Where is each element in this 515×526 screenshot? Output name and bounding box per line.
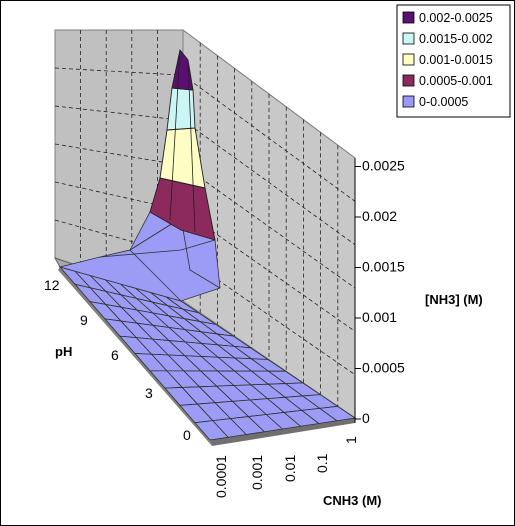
wall-gridline [182,165,356,289]
y-tick-label: 6 [111,347,119,363]
y-tick-label: 3 [145,385,153,401]
peak-line [169,49,181,221]
x-tick-label: 1 [343,436,359,444]
legend-label: 0-0.0005 [419,95,468,109]
z-tick-label: 0.001 [362,309,397,325]
floor-edge-left [58,267,212,446]
wall-gridline [182,120,356,245]
legend-swatch [402,11,415,24]
z-tick-label: 0 [362,410,370,426]
y-axis-title: pH [55,344,72,359]
x-tick-label: 0.0001 [213,455,229,498]
x-axis-title: CNH3 (M) [323,493,382,508]
z-tick-label: 0.0005 [362,360,405,376]
legend-swatch [402,95,415,108]
surface-peak [149,48,216,241]
wall-gridline [54,181,184,212]
wall-gridline [54,143,184,166]
legend-box [396,4,511,118]
floor-edge [210,418,355,446]
legend: 0.002-0.0025 0.0015-0.002 0.001-0.0015 0.00… [396,4,511,118]
legend-label: 0.002-0.0025 [419,11,493,25]
surface-mesh [58,204,357,441]
peak-line [187,59,196,233]
legend-label: 0.0005-0.001 [419,74,493,88]
x-tick-label: 0.001 [249,455,265,490]
wall-gridlines [54,30,356,407]
wall-gridline [54,219,184,257]
wall-gridline [54,67,184,76]
z-tick-label: 0.002 [362,208,397,224]
z-tick-label: 0.0025 [362,158,405,174]
y-tick-label: 9 [80,312,88,328]
z-axis-title: [NH3] (M) [425,292,483,307]
surface-ridge-line [129,249,182,302]
wall-gridline [54,105,184,121]
peak-band [149,177,216,241]
legend-swatch [402,74,415,87]
z-tick-label: 0.0015 [362,259,405,275]
y-tick-label: 12 [44,277,60,293]
x-tick-label: 0.01 [282,455,298,482]
y-tick-label: 0 [183,427,191,443]
legend-label: 0.001-0.0015 [419,53,493,67]
legend-swatch [402,53,415,66]
x-tick-label: 0.1 [314,453,330,473]
surface-ridge-line [180,217,221,289]
legend-swatch [402,32,415,45]
legend-label: 0.0015-0.002 [419,32,493,46]
surface-ridge-line [99,239,216,258]
